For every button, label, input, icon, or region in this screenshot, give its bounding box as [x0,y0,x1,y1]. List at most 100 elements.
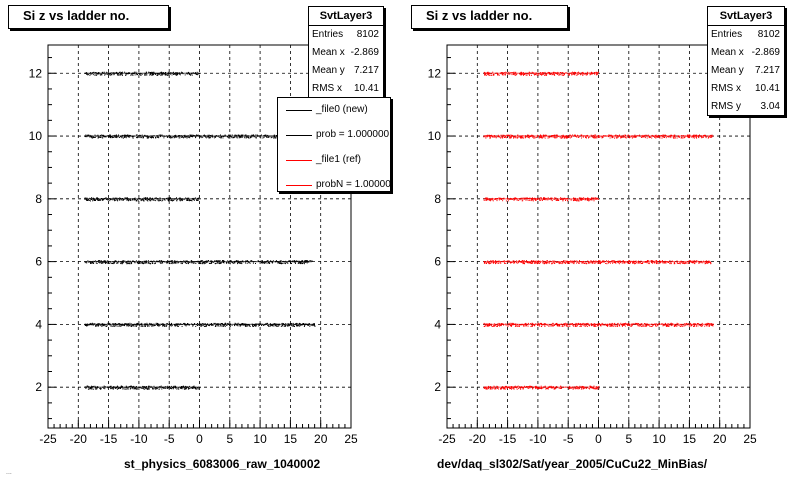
scatter-point [152,71,154,73]
scatter-point [553,73,555,75]
scatter-point [96,324,98,326]
scatter-point [593,199,595,201]
scatter-point [665,137,667,139]
scatter-point [694,137,695,139]
scatter-point [642,261,644,263]
scatter-point [708,326,710,327]
scatter-point [172,200,174,202]
scatter-point [591,136,593,138]
scatter-point [537,262,539,264]
scatter-point [486,134,488,136]
scatter-point [178,387,179,389]
scatter-point [655,323,657,325]
scatter-point [118,134,119,136]
scatter-point [562,200,564,202]
scatter-point [567,74,569,76]
scatter-point [122,388,124,390]
scatter-point [98,262,100,263]
scatter-point [490,324,492,326]
scatter-point [511,322,513,324]
scatter-band [84,322,316,327]
scatter-point [155,197,157,199]
scatter-point [597,325,599,327]
legend-line-icon [286,160,312,161]
scatter-point [228,134,230,136]
scatter-point [526,325,528,327]
x-tick-label: 25 [743,432,757,446]
x-tick-label: 15 [284,432,298,446]
scatter-point [669,262,671,264]
scatter-point [279,263,281,264]
scatter-point [86,262,88,264]
scatter-point [551,74,553,76]
scatter-point [646,137,648,139]
scatter-point [144,326,146,327]
scatter-point [121,136,123,138]
scatter-point [207,134,209,136]
y-tick-label: 8 [35,192,42,206]
scatter-point [127,134,129,136]
scatter-point [564,263,566,264]
scatter-point [685,262,686,264]
scatter-point [709,262,711,264]
scatter-point [643,136,644,138]
scatter-point [534,325,536,327]
scatter-point [92,74,94,76]
scatter-point [531,134,533,136]
scatter-point [705,136,707,138]
scatter-point [555,323,557,324]
scatter-point [183,323,185,324]
scatter-point [236,134,238,136]
scatter-point [534,74,535,76]
scatter-point [96,73,98,75]
scatter-point [541,323,543,325]
scatter-point [146,136,148,138]
scatter-point [585,263,587,265]
scatter-point [696,324,697,326]
scatter-point [651,260,653,261]
scatter-point [710,262,712,264]
scatter-point [89,134,91,136]
scatter-point [600,325,602,327]
scatter-point [532,262,533,264]
scatter-point [610,134,612,136]
scatter-point [147,137,149,139]
scatter-point [141,387,143,389]
scatter-point [303,323,304,324]
scatter-point [698,262,700,264]
scatter-point [622,260,624,262]
scatter-point [169,72,171,73]
scatter-point [585,136,586,138]
scatter-point [597,262,599,264]
scatter-point [558,261,560,263]
scatter-point [598,323,600,325]
scatter-point [550,199,552,201]
scatter-point [127,323,129,324]
scatter-point [280,263,282,265]
scatter-point [623,262,625,264]
scatter-point [628,136,630,138]
scatter-point [693,325,694,327]
scatter-point [639,262,641,264]
scatter-point [507,325,509,327]
scatter-point [596,71,598,73]
scatter-point [655,137,657,139]
scatter-point [276,325,278,327]
scatter-point [498,388,500,390]
scatter-point [269,326,271,327]
scatter-point [135,71,137,73]
scatter-point [634,134,636,136]
scatter-point [543,263,545,265]
scatter-point [524,262,525,264]
scatter-point [119,325,121,327]
scatter-point [494,325,496,326]
scatter-point [129,199,131,201]
scatter-point [195,136,197,138]
scatter-point [601,137,603,139]
scatter-point [187,199,189,201]
scatter-point [110,136,112,138]
scatter-point [540,197,542,199]
scatter-point [162,324,164,326]
scatter-point [558,387,560,389]
scatter-point [581,137,582,139]
